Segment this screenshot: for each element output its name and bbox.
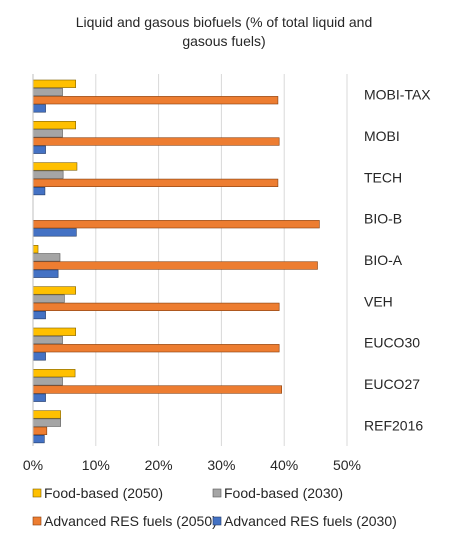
legend: Food-based (2050) Food-based (2030) Advanc… xyxy=(32,485,397,529)
bar-ref2016-food-based-2030 xyxy=(32,418,61,427)
bar-euco27-food-based-2050 xyxy=(32,369,76,378)
category-label-mobi: MOBI xyxy=(364,128,400,144)
legend-swatch-food-based-2030 xyxy=(212,488,222,498)
category-label-tech: TECH xyxy=(364,169,402,185)
category-label-mobi-tax: MOBI-TAX xyxy=(364,87,431,103)
bar-bio-a-food-based-2050 xyxy=(32,245,39,254)
bar-mobi-tax-advanced-res-fuels-2030 xyxy=(32,104,46,113)
bar-ref2016-advanced-res-fuels-2050 xyxy=(32,426,48,435)
gridlines xyxy=(95,74,348,446)
legend-label-food-based-2030: Food-based (2030) xyxy=(224,485,343,501)
bar-ref2016-advanced-res-fuels-2030 xyxy=(32,434,45,444)
bar-mobi-advanced-res-fuels-2050 xyxy=(32,137,280,146)
category-labels: MOBI-TAX MOBI TECH BIO-B BIO-A VEH EUCO30 EUCO2… xyxy=(364,87,431,434)
legend-swatch-advanced-res-fuels-2030 xyxy=(212,516,222,526)
bar-euco30-food-based-2030 xyxy=(32,335,63,345)
bar-tech-advanced-res-fuels-2050 xyxy=(32,178,279,187)
legend-label-food-based-2050: Food-based (2050) xyxy=(44,485,163,501)
bar-mobi-tax-food-based-2030 xyxy=(32,87,63,97)
bar-veh-advanced-res-fuels-2030 xyxy=(32,310,46,320)
chart-title-line-2: gasous fuels) xyxy=(182,33,265,49)
bar-mobi-food-based-2030 xyxy=(32,129,63,138)
bar-bio-a-advanced-res-fuels-2030 xyxy=(32,269,59,278)
x-tick-label: 10% xyxy=(82,457,110,473)
category-label-euco30: EUCO30 xyxy=(364,335,420,351)
bar-ref2016-food-based-2050 xyxy=(32,410,61,419)
bar-veh-food-based-2050 xyxy=(32,286,77,295)
x-tick-label: 0% xyxy=(23,457,43,473)
bars xyxy=(32,79,320,444)
bar-bio-b-advanced-res-fuels-2030 xyxy=(32,228,77,237)
legend-label-advanced-res-fuels-2050: Advanced RES fuels (2050) xyxy=(44,513,217,529)
x-tick-label: 20% xyxy=(145,457,173,473)
category-label-euco27: EUCO27 xyxy=(364,376,420,392)
bar-euco27-advanced-res-fuels-2050 xyxy=(32,385,282,394)
category-label-ref2016: REF2016 xyxy=(364,417,423,433)
bar-euco27-advanced-res-fuels-2030 xyxy=(32,393,46,402)
category-label-bio-a: BIO-A xyxy=(364,252,403,268)
legend-swatch-advanced-res-fuels-2050 xyxy=(32,516,42,526)
bar-bio-b-advanced-res-fuels-2050 xyxy=(32,220,320,229)
x-tick-label: 50% xyxy=(333,457,361,473)
legend-swatch-food-based-2050 xyxy=(32,488,42,498)
bar-euco27-food-based-2030 xyxy=(32,377,63,386)
bar-bio-a-food-based-2030 xyxy=(32,253,61,262)
bar-tech-food-based-2050 xyxy=(32,162,78,171)
bar-mobi-tax-food-based-2050 xyxy=(32,79,77,88)
chart-title-line-1: Liquid and gasous biofuels (% of total l… xyxy=(76,14,373,30)
bar-mobi-food-based-2050 xyxy=(32,121,77,130)
bar-euco30-advanced-res-fuels-2050 xyxy=(32,344,280,353)
bar-euco30-advanced-res-fuels-2030 xyxy=(32,352,46,361)
bar-euco30-food-based-2050 xyxy=(32,327,77,336)
x-axis-tick-labels: 0% 10% 20% 30% 40% 50% xyxy=(23,457,361,473)
legend-label-advanced-res-fuels-2030: Advanced RES fuels (2030) xyxy=(224,513,397,529)
x-tick-label: 40% xyxy=(270,457,298,473)
x-tick-label: 30% xyxy=(207,457,235,473)
category-label-veh: VEH xyxy=(364,293,393,309)
bar-mobi-tax-advanced-res-fuels-2050 xyxy=(32,96,279,105)
bar-mobi-advanced-res-fuels-2030 xyxy=(32,145,46,154)
bar-tech-advanced-res-fuels-2030 xyxy=(32,186,46,196)
bar-bio-a-advanced-res-fuels-2050 xyxy=(32,261,318,270)
bar-veh-advanced-res-fuels-2050 xyxy=(32,302,280,311)
bar-tech-food-based-2030 xyxy=(32,170,64,179)
bar-veh-food-based-2030 xyxy=(32,294,65,303)
category-label-bio-b: BIO-B xyxy=(364,211,402,227)
